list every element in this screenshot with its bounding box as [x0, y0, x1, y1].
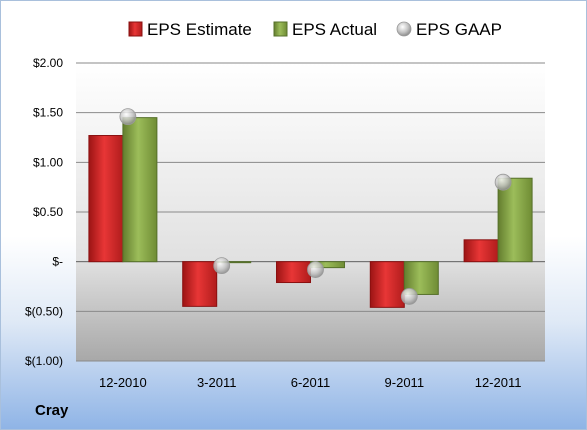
- y-tick-label: $(1.00): [25, 354, 63, 368]
- y-tick-label: $(0.50): [25, 304, 63, 318]
- eps-estimate-bar: [463, 239, 499, 263]
- legend-label-eps-estimate: EPS Estimate: [147, 20, 252, 39]
- x-tick-label: 9-2011: [385, 375, 425, 390]
- eps-gaap-marker: [494, 173, 512, 191]
- eps-estimate-bar: [276, 261, 311, 284]
- y-tick-label: $1.00: [33, 155, 63, 169]
- eps-gaap-marker: [213, 257, 231, 275]
- y-tick-label: $2.00: [33, 56, 63, 70]
- legend-label-eps-actual: EPS Actual: [292, 20, 377, 39]
- company-label: Cray: [35, 402, 69, 419]
- y-tick-label: $-: [52, 255, 63, 269]
- eps-actual-bar: [497, 177, 533, 263]
- legend-swatch-eps-actual: [273, 21, 288, 37]
- legend-swatch-eps-gaap: [396, 21, 412, 37]
- eps-estimate-bar: [88, 135, 124, 263]
- eps-estimate-bar: [182, 261, 218, 307]
- y-tick-label: $0.50: [33, 205, 63, 219]
- eps-estimate-bar: [369, 261, 405, 308]
- eps-gaap-marker: [400, 288, 418, 305]
- eps-gaap-marker: [307, 261, 324, 279]
- x-tick-label: 3-2011: [197, 375, 237, 390]
- eps-gaap-marker: [119, 108, 137, 126]
- y-tick-label: $1.50: [33, 106, 63, 120]
- x-tick-label: 12-2011: [475, 375, 522, 390]
- x-tick-label: 12-2010: [99, 375, 147, 390]
- legend-label-eps-gaap: EPS GAAP: [416, 20, 502, 39]
- legend-swatch-eps-estimate: [128, 21, 143, 37]
- x-tick-label: 6-2011: [291, 375, 331, 390]
- eps-actual-bar: [122, 117, 158, 263]
- eps-actual-bar: [403, 261, 439, 295]
